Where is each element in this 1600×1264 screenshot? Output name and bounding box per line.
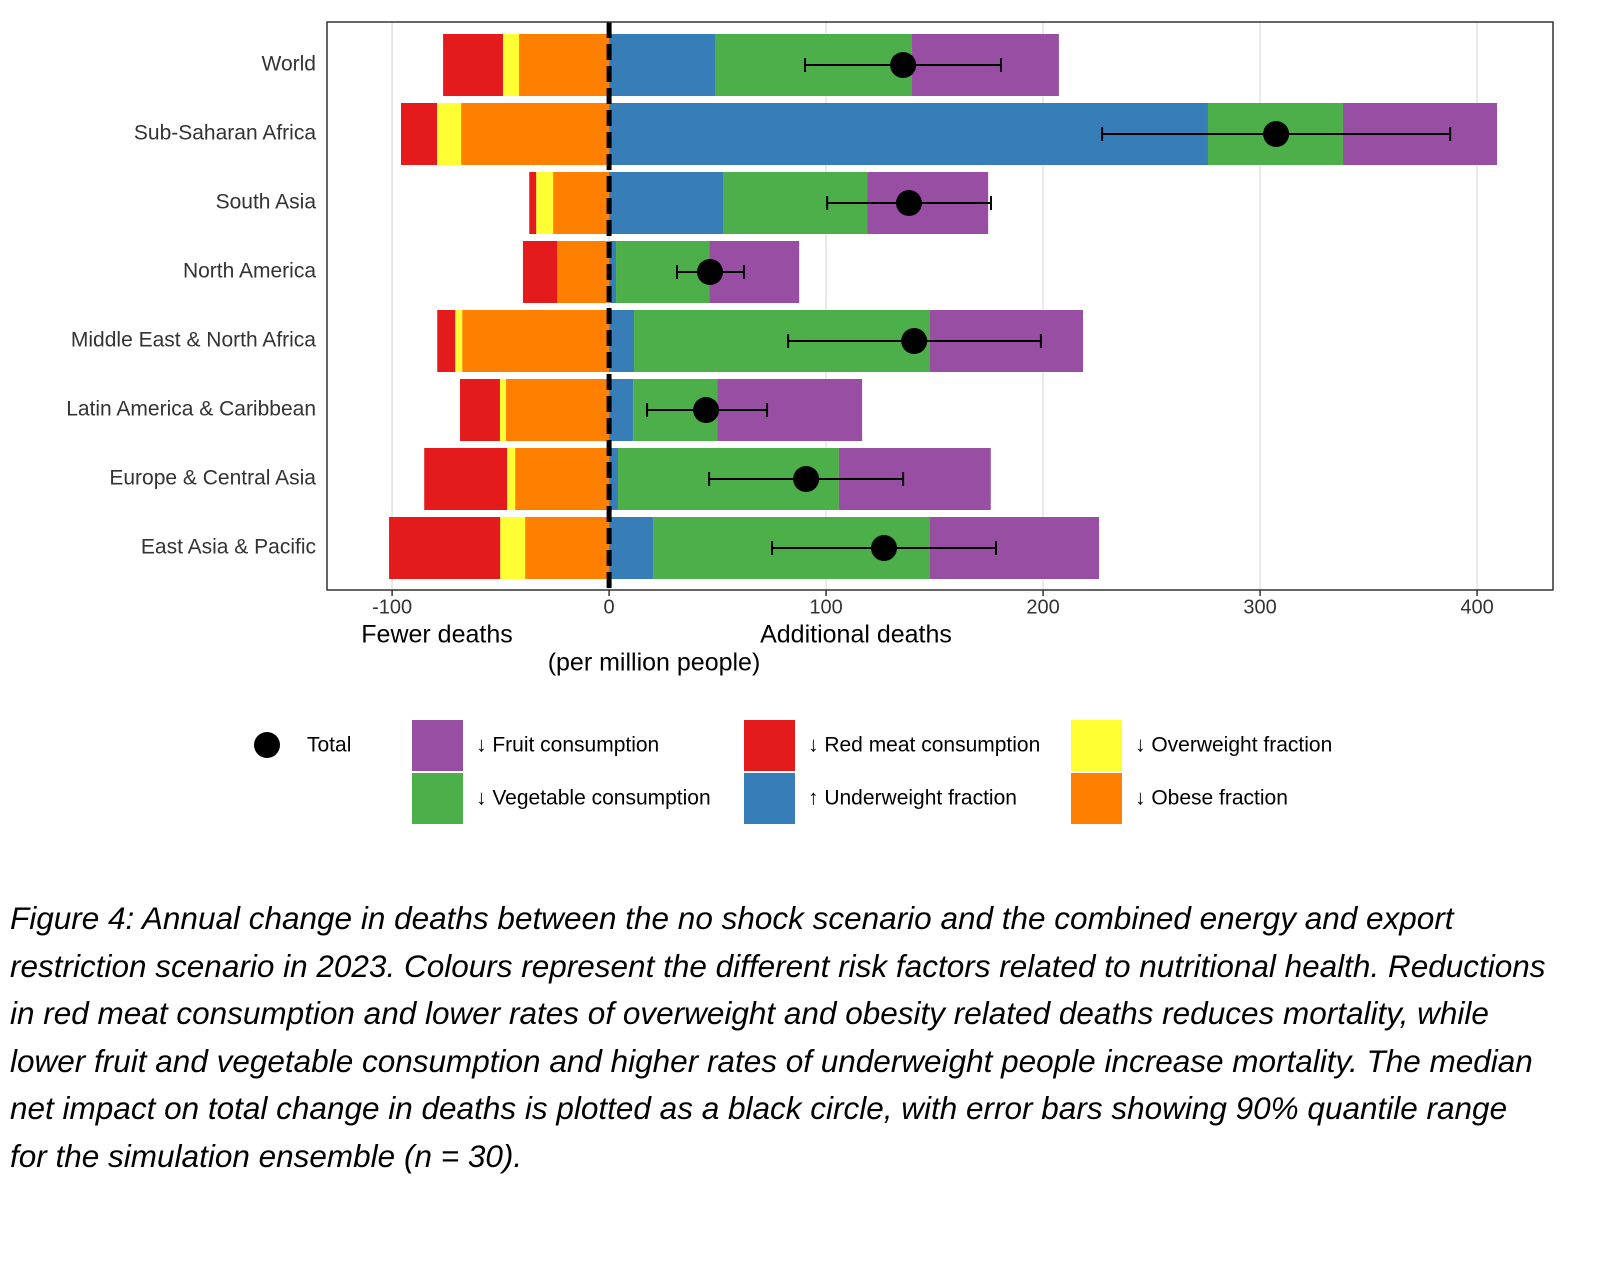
legend-swatch (1071, 773, 1122, 824)
legend-swatch (412, 773, 463, 824)
bar-segment (609, 517, 654, 579)
legend-label: Total (307, 734, 351, 757)
bar-segment (460, 379, 500, 441)
bar-segment (515, 448, 610, 510)
x-tick-label: 400 (1460, 596, 1493, 618)
bar-segment (437, 310, 456, 372)
legend-label: ↓ Overweight fraction (1135, 734, 1332, 757)
legend-label: ↑ Underweight fraction (808, 787, 1017, 810)
bar-segment (506, 379, 610, 441)
total-point (890, 52, 917, 78)
bar-segment (522, 241, 558, 303)
legend-swatch (744, 773, 795, 824)
bar-segment (609, 241, 617, 303)
total-point (793, 466, 820, 492)
bar-segment (609, 379, 634, 441)
bar-segment (502, 34, 520, 96)
bar-segment (461, 103, 610, 165)
bar-segment (525, 517, 610, 579)
bar-segment (609, 448, 618, 510)
legend-swatch (744, 720, 795, 771)
bar-segment (519, 34, 610, 96)
legend-label: ↓ Red meat consumption (808, 734, 1040, 757)
legend-marker (254, 732, 280, 758)
bar-segment (529, 172, 537, 234)
bar-segment (553, 172, 610, 234)
bar-segment (536, 172, 554, 234)
x-tick-label: 300 (1243, 596, 1276, 618)
x-label-right: Additional deaths (760, 621, 952, 649)
bar-segment (437, 103, 462, 165)
bar-segment (462, 310, 610, 372)
x-tick-label: 0 (604, 596, 615, 618)
caption: Figure 4: Annual change in deaths betwee… (10, 900, 1546, 1174)
x-tick-label: 200 (1026, 596, 1059, 618)
bar-segment (609, 310, 635, 372)
x-label-left: Fewer deaths (361, 621, 512, 649)
legend-swatch (412, 720, 463, 771)
x-tick-label: -100 (372, 596, 412, 618)
legend-label: ↓ Fruit consumption (476, 734, 659, 757)
total-point (1263, 121, 1290, 147)
legend-label: ↓ Vegetable consumption (476, 787, 711, 810)
y-tick-label: Europe & Central Asia (109, 467, 316, 490)
legend-label: ↓ Obese fraction (1135, 787, 1288, 810)
bar-segment (443, 34, 503, 96)
y-tick-label: Sub-Saharan Africa (134, 122, 316, 145)
total-point (895, 190, 922, 216)
bar-segment (400, 103, 438, 165)
y-tick-label: North America (183, 260, 316, 283)
legend-swatch (1071, 720, 1122, 771)
y-tick-label: World (262, 53, 316, 76)
bar-segment (389, 517, 501, 579)
bar-segment (499, 379, 507, 441)
y-tick-label: South Asia (216, 191, 317, 214)
bar-segment (500, 517, 526, 579)
bar-segment (609, 172, 724, 234)
bar-segment (507, 448, 516, 510)
x-tick-label: 100 (809, 596, 842, 618)
bar-segment (557, 241, 610, 303)
total-point (696, 259, 723, 285)
total-point (901, 328, 928, 354)
y-tick-label: Middle East & North Africa (71, 329, 316, 352)
total-point (871, 535, 898, 561)
y-tick-label: Latin America & Caribbean (66, 398, 316, 421)
bar-segment (424, 448, 508, 510)
bar-segment (455, 310, 463, 372)
bar-segment (609, 34, 715, 96)
x-axis-label: (per million people) (548, 649, 761, 677)
panel-border (326, 21, 1554, 591)
total-point (693, 397, 720, 423)
chart: Fewer deaths Additional deaths (per mill… (66, 21, 1554, 824)
y-tick-label: East Asia & Pacific (141, 536, 316, 559)
